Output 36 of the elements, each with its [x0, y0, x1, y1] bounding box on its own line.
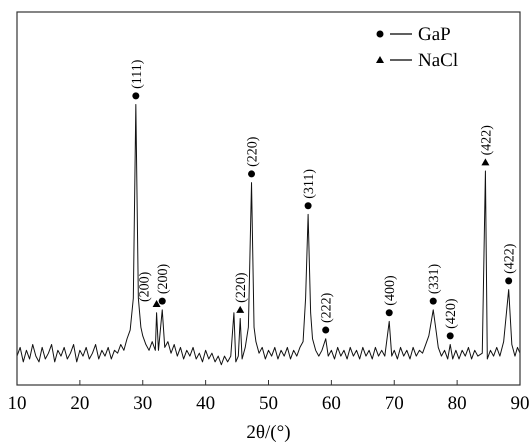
annotation: (422)	[502, 243, 518, 274]
annotation: (311)	[302, 168, 318, 199]
x-tick-label: 40	[196, 393, 216, 414]
annotation: (220)	[234, 272, 250, 303]
annotation: (222)	[320, 292, 335, 324]
point	[152, 300, 161, 308]
point	[386, 309, 393, 316]
x-tick-label: 80	[448, 393, 467, 414]
annotation: (420)	[444, 298, 460, 329]
point	[158, 298, 166, 305]
point	[304, 202, 312, 210]
x-tick-label: 60	[322, 393, 341, 414]
point	[236, 306, 244, 313]
annotation: (111)	[130, 59, 145, 89]
x-tick-label: 10	[8, 393, 26, 414]
x-tick-label: 20	[70, 393, 90, 414]
legend-label: GaP	[418, 24, 451, 45]
x-axis-title: 2θ/(°)	[246, 422, 291, 443]
point	[322, 326, 330, 334]
x-tick-label: 90	[510, 393, 530, 414]
annotation: (400)	[383, 275, 398, 306]
x-tick-label: 30	[133, 393, 152, 414]
x-tick-label: 70	[384, 393, 404, 414]
annotation: (220)	[246, 136, 261, 167]
point	[481, 158, 490, 166]
point	[132, 92, 140, 100]
annotation: (422)	[479, 124, 494, 156]
legend-label: NaCl	[418, 50, 458, 71]
point	[248, 170, 256, 178]
annotation: (331)	[427, 263, 442, 294]
annotation: (200)	[156, 263, 172, 294]
point	[446, 332, 454, 340]
point	[430, 298, 437, 305]
x-tick-label: 50	[259, 393, 278, 414]
annotation: (200)	[138, 271, 153, 302]
point	[505, 277, 512, 284]
